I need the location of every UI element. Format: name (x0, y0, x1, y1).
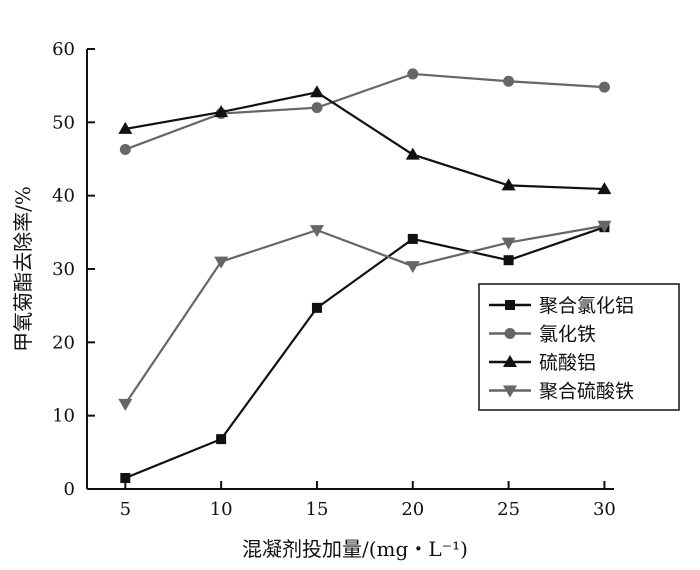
legend-item: 氯化铁 (489, 324, 596, 346)
legend-label: 聚合硫酸铁 (539, 381, 634, 403)
series-triangle-down (118, 220, 612, 411)
legend-marker (503, 355, 517, 367)
data-point (216, 434, 227, 445)
data-point (501, 178, 516, 191)
data-point (214, 256, 229, 269)
x-tick-label: 30 (593, 499, 616, 520)
x-tick-label: 5 (120, 499, 131, 520)
axes: 0 10 20 30 40 50 60 5 10 15 20 25 30 (52, 39, 616, 520)
y-tick-label: 20 (52, 332, 75, 353)
legend-marker (505, 300, 515, 310)
data-point (309, 225, 324, 238)
legend-item: 聚合硫酸铁 (489, 381, 634, 403)
legend-marker (503, 385, 517, 398)
x-tick-label: 20 (401, 499, 424, 520)
x-tick-label: 25 (497, 499, 520, 520)
series-triangle-up (118, 85, 612, 195)
data-point (407, 233, 418, 244)
data-point (597, 182, 612, 195)
data-point (501, 237, 516, 250)
data-point (120, 473, 131, 483)
legend-item: 聚合氯化铝 (489, 295, 634, 317)
data-point (214, 105, 229, 118)
legend-label: 氯化铁 (539, 324, 596, 346)
data-point (503, 75, 515, 87)
series-line (124, 224, 605, 405)
series-line (124, 226, 605, 480)
x-tick-label: 10 (210, 499, 233, 520)
y-tick-label: 40 (52, 186, 75, 207)
series-layer (118, 68, 612, 483)
data-point (407, 68, 419, 80)
data-point (118, 398, 133, 411)
data-point (405, 147, 420, 160)
x-tick-label: 15 (306, 499, 329, 520)
x-axis-title: 混凝剂投加量/(mg・L⁻¹) (242, 537, 468, 561)
legend-marker (504, 328, 516, 339)
y-tick-label: 60 (52, 39, 75, 60)
y-tick-label: 50 (52, 112, 75, 133)
legend-label: 硫酸铝 (539, 352, 596, 374)
data-point (118, 121, 133, 134)
data-point (311, 102, 323, 114)
series-line (124, 72, 605, 151)
data-point (311, 302, 322, 313)
data-point (309, 85, 324, 98)
y-tick-label: 10 (52, 406, 75, 427)
data-point (405, 261, 420, 274)
data-point (598, 81, 610, 93)
legend-item: 硫酸铝 (489, 352, 596, 374)
data-point (119, 143, 131, 155)
data-point (597, 220, 612, 233)
data-point (503, 255, 514, 266)
series-circle (119, 68, 610, 155)
legend-label: 聚合氯化铝 (539, 295, 634, 317)
y-tick-label: 0 (64, 479, 75, 500)
y-axis-title: 甲氧菊酯去除率/% (11, 186, 35, 352)
series-line (125, 91, 605, 191)
y-tick-label: 30 (52, 259, 75, 280)
